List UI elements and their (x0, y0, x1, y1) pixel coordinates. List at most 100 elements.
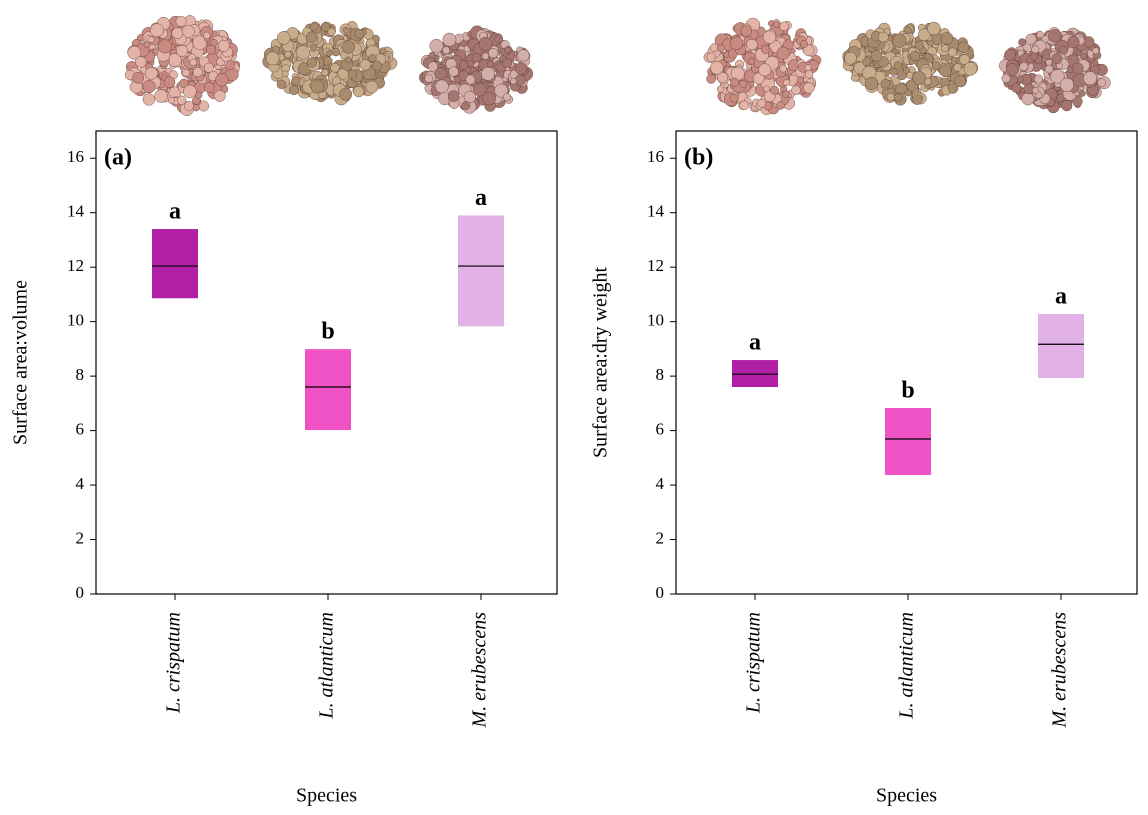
coral-bead (276, 79, 287, 89)
coral-bead (729, 36, 744, 50)
coral-bead (1035, 91, 1043, 99)
y-tick-label: 2 (76, 528, 85, 547)
coral-bead (371, 60, 382, 71)
coral-bead (135, 56, 147, 68)
coral-bead (347, 69, 358, 79)
coral-bead (904, 26, 912, 34)
coral-bead (321, 22, 331, 32)
y-tick-label: 12 (67, 256, 84, 275)
coral-bead (1044, 64, 1054, 74)
x-tick-label: L. crispatum (743, 612, 765, 714)
coral-bead (800, 40, 808, 49)
coral-bead (171, 27, 184, 39)
coral-bead (359, 59, 371, 71)
coral-bead (763, 85, 770, 93)
coral-bead (844, 51, 857, 65)
coral-bead (740, 25, 752, 37)
coral-bead (459, 60, 469, 70)
coral-bead (195, 91, 203, 99)
coral-bead (938, 64, 952, 78)
coral-bead (465, 74, 476, 85)
coral-bead (791, 85, 801, 95)
y-axis-title: Surface area:volume (10, 280, 32, 445)
coral-bead (481, 52, 489, 60)
coral-bead (291, 76, 301, 86)
coral-bead (1097, 78, 1107, 87)
coral-bead (779, 21, 789, 32)
coral-bead (729, 93, 739, 103)
significance-letter: a (749, 330, 761, 356)
coral-bead (309, 43, 318, 52)
coral-bead (717, 71, 729, 83)
coral-bead (177, 95, 187, 105)
coral-bead (175, 15, 187, 27)
coral-bead (353, 86, 365, 98)
y-tick-label: 6 (656, 419, 665, 438)
coral-bead (927, 21, 941, 36)
coral-bead (1001, 73, 1011, 83)
coral-bead (132, 71, 144, 84)
coral-bead (502, 93, 511, 102)
coral-bead (203, 62, 214, 73)
coral-bead (442, 46, 451, 55)
coral-bead (706, 52, 716, 62)
coral-bead (739, 100, 749, 110)
coral-bead (804, 64, 812, 72)
coral-bead (466, 60, 474, 68)
coral-bead (1071, 62, 1084, 75)
x-tick-label: L. atlanticum (316, 612, 338, 720)
coral-bead (1078, 89, 1086, 97)
coral-bead (1059, 45, 1068, 55)
box (885, 407, 931, 475)
coral-bead (486, 60, 494, 68)
coral-bead (1005, 63, 1019, 77)
coral-bead (473, 82, 487, 97)
coral-bead (941, 44, 949, 52)
coral-bead (1023, 83, 1035, 95)
coral-bead (947, 47, 958, 57)
coral-bead (306, 57, 318, 68)
coral-bead (488, 48, 499, 59)
coral-bead (779, 64, 787, 73)
coral-bead (435, 79, 449, 94)
plot-frame (675, 130, 1138, 595)
coral-bead (310, 79, 325, 94)
coral-bead (179, 78, 189, 88)
box (732, 360, 778, 388)
coral-bead (1031, 45, 1040, 54)
coral-bead (502, 57, 513, 68)
coral-bead (915, 40, 924, 50)
coral-bead (204, 82, 215, 93)
coral-bead (959, 54, 970, 65)
coral-bead (192, 35, 207, 50)
box (305, 349, 351, 431)
coral-bead (1018, 38, 1027, 47)
coral-bead (305, 31, 318, 44)
coral-bead (757, 98, 766, 108)
coral-bead (1083, 71, 1098, 86)
coral-bead (893, 61, 903, 70)
coral-bead (142, 80, 156, 94)
coral-bead (142, 93, 155, 106)
coral-bead (284, 50, 292, 59)
box (152, 229, 198, 299)
coral-bead (471, 52, 481, 63)
coral-bead (717, 44, 725, 52)
coral-bead (782, 90, 790, 98)
coral-bead (504, 46, 512, 54)
coral-bead (716, 85, 724, 93)
coral-bead (448, 66, 459, 77)
coral-bead (864, 76, 879, 90)
significance-letter: a (1055, 284, 1067, 310)
coral-bead (150, 23, 164, 38)
coral-bead (776, 101, 785, 110)
coral-bead (326, 50, 333, 57)
coral-bead (176, 44, 188, 57)
y-tick-label: 10 (67, 311, 84, 330)
significance-letter: a (475, 185, 487, 211)
plot-frame (95, 130, 558, 595)
y-axis-title: Surface area:dry weight (590, 267, 612, 458)
coral-bead (157, 39, 172, 54)
y-tick-label: 16 (67, 147, 84, 166)
